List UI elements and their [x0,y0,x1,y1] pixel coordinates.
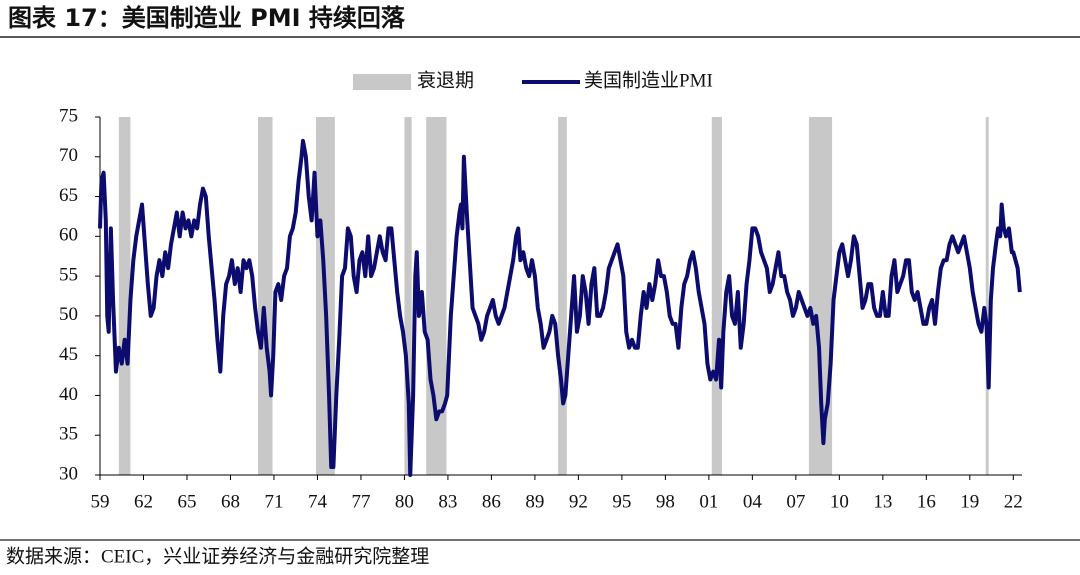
x-tick-label: 86 [482,491,501,512]
chart-title: 图表 17：美国制造业 PMI 持续回落 [8,4,406,32]
x-tick-label: 59 [91,491,110,512]
legend-swatch-recession [353,74,411,90]
y-tick-label: 65 [59,185,78,206]
x-tick-label: 10 [830,491,849,512]
x-tick-label: 16 [917,491,936,512]
x-tick-label: 13 [873,491,892,512]
x-tick-label: 68 [221,491,240,512]
legend-label: 衰退期 [417,69,474,91]
recession-band [558,117,567,475]
x-tick-label: 95 [612,491,631,512]
x-tick-label: 62 [134,491,153,512]
recession-band [404,117,412,475]
source-note: 数据来源：CEIC，兴业证券经济与金融研究院整理 [6,545,429,567]
legend-label: 美国制造业PMI [584,69,713,91]
x-tick-label: 98 [656,491,675,512]
x-tick-label: 71 [264,491,283,512]
x-tick-label: 77 [351,491,370,512]
x-tick-label: 80 [395,491,414,512]
recession-band [985,117,989,475]
recession-band [711,117,722,475]
x-tick-label: 92 [569,491,588,512]
y-tick-label: 55 [59,264,78,285]
x-tick-label: 19 [960,491,979,512]
recession-band [258,117,273,475]
x-tick-label: 83 [438,491,457,512]
recession-band [118,117,131,475]
x-tick-label: 01 [699,491,718,512]
x-tick-label: 65 [177,491,196,512]
x-tick-label: 04 [743,491,763,512]
y-tick-label: 45 [59,344,78,365]
y-tick-label: 60 [59,225,78,246]
x-tick-label: 74 [308,491,328,512]
x-tick-label: 89 [525,491,544,512]
y-tick-label: 30 [59,463,78,484]
y-tick-label: 50 [59,304,78,325]
x-tick-label: 07 [786,491,805,512]
y-tick-label: 75 [59,105,78,126]
recession-band [808,117,833,475]
y-tick-label: 35 [59,424,78,445]
y-tick-label: 70 [59,145,78,166]
y-tick-label: 40 [59,384,78,405]
plot-area: 30 35 40 45 50 55 60 65 70 75 59 62 65 68 71 74 77 80 83 86… [59,105,1023,512]
x-tick-label: 22 [1004,491,1023,512]
pmi-line [98,138,1022,477]
